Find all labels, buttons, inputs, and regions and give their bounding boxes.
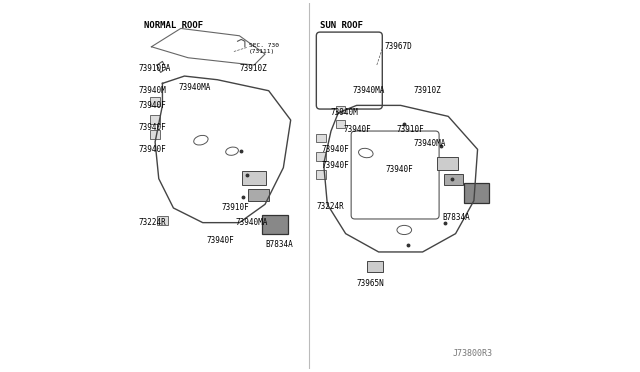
FancyBboxPatch shape — [336, 121, 345, 128]
FancyBboxPatch shape — [316, 170, 326, 179]
Text: 73940F: 73940F — [344, 125, 372, 134]
Text: 73940F: 73940F — [207, 237, 234, 246]
Text: 73910F: 73910F — [221, 203, 249, 212]
Text: B7834A: B7834A — [265, 240, 292, 249]
FancyBboxPatch shape — [262, 215, 288, 234]
FancyBboxPatch shape — [316, 152, 326, 161]
FancyBboxPatch shape — [150, 130, 160, 139]
FancyBboxPatch shape — [150, 97, 160, 106]
FancyBboxPatch shape — [157, 216, 168, 225]
Text: 73910Z: 73910Z — [239, 64, 267, 73]
FancyBboxPatch shape — [464, 183, 490, 203]
Text: SUN ROOF: SUN ROOF — [320, 22, 363, 31]
FancyBboxPatch shape — [248, 189, 269, 201]
Text: 73940F: 73940F — [322, 145, 349, 154]
FancyBboxPatch shape — [437, 157, 458, 170]
Text: 73910FA: 73910FA — [139, 64, 171, 73]
Text: 73940M: 73940M — [331, 108, 359, 117]
FancyBboxPatch shape — [336, 106, 345, 113]
Text: J73800R3: J73800R3 — [452, 349, 492, 358]
FancyBboxPatch shape — [316, 134, 326, 142]
Text: 73967D: 73967D — [384, 42, 412, 51]
Text: 73224R: 73224R — [139, 218, 166, 227]
Text: B7834A: B7834A — [443, 213, 470, 222]
FancyBboxPatch shape — [367, 261, 383, 272]
Text: 73940MA: 73940MA — [353, 86, 385, 95]
Text: 73940MA: 73940MA — [413, 140, 446, 148]
Text: 73940F: 73940F — [139, 123, 166, 132]
Text: 73224R: 73224R — [316, 202, 344, 211]
Text: 73940F: 73940F — [139, 101, 166, 110]
Text: 73940F: 73940F — [386, 165, 413, 174]
Text: NORMAL ROOF: NORMAL ROOF — [144, 22, 204, 31]
Text: SEC. 730
(73111): SEC. 730 (73111) — [248, 43, 278, 54]
FancyBboxPatch shape — [150, 115, 160, 124]
Text: 73940MA: 73940MA — [236, 218, 268, 227]
FancyBboxPatch shape — [444, 174, 463, 185]
Text: 73940F: 73940F — [139, 145, 166, 154]
Text: 73940MA: 73940MA — [178, 83, 211, 92]
Text: 73910F: 73910F — [397, 125, 425, 134]
Text: 73940M: 73940M — [139, 86, 166, 95]
FancyBboxPatch shape — [243, 171, 266, 185]
Text: 73965N: 73965N — [356, 279, 385, 288]
Text: 73940F: 73940F — [322, 161, 349, 170]
Text: 73910Z: 73910Z — [413, 86, 441, 95]
